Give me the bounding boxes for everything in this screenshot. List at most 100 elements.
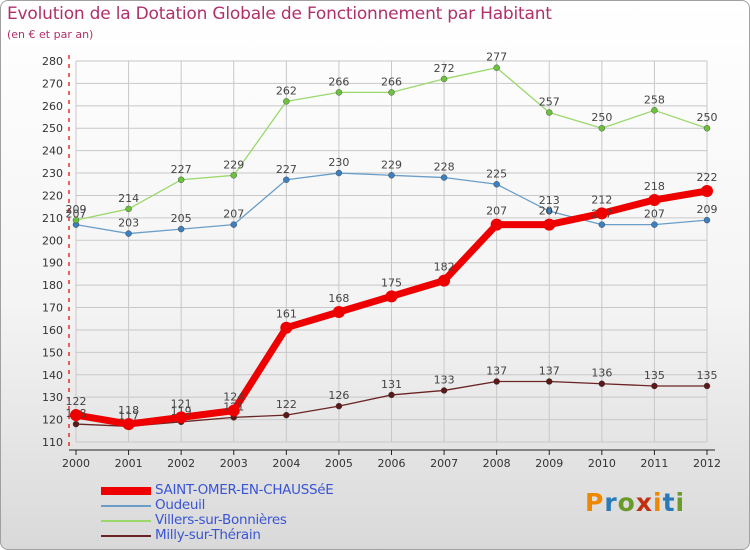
data-point [125, 230, 132, 237]
data-point [70, 409, 82, 422]
data-point [335, 402, 343, 410]
data-point [438, 274, 451, 287]
data-point [493, 181, 500, 188]
data-label: 262 [276, 84, 297, 97]
y-tick-label: 220 [42, 189, 63, 202]
data-label: 222 [697, 171, 718, 184]
data-label: 272 [434, 62, 455, 75]
data-point [703, 216, 711, 224]
x-tick-label: 2002 [167, 457, 195, 470]
data-label: 136 [591, 367, 612, 380]
y-tick-label: 120 [42, 414, 63, 427]
data-label: 277 [486, 51, 507, 64]
data-point [701, 184, 713, 197]
logo-letter: t [662, 488, 676, 517]
data-point [546, 109, 553, 116]
data-label: 250 [591, 111, 612, 124]
data-label: 230 [328, 156, 349, 169]
logo-letter: i [675, 488, 686, 517]
data-label: 131 [381, 378, 402, 391]
data-label: 207 [486, 205, 507, 218]
y-tick-label: 130 [42, 391, 63, 404]
data-point [493, 378, 500, 385]
data-point [546, 378, 553, 385]
data-label: 124 [223, 391, 244, 404]
logo-letter: o [617, 488, 636, 517]
data-point [283, 98, 290, 105]
chart-subtitle: (en € et par an) [7, 28, 94, 41]
x-tick-label: 2006 [378, 457, 406, 470]
data-label: 121 [171, 397, 192, 410]
data-label: 229 [381, 158, 402, 171]
data-label: 229 [223, 158, 244, 171]
data-point [598, 380, 606, 387]
y-tick-label: 250 [42, 122, 63, 135]
data-label: 214 [118, 192, 139, 205]
data-point [230, 221, 237, 228]
legend-label: Oudeuil [155, 497, 206, 513]
data-point [388, 89, 395, 96]
data-point [546, 207, 553, 215]
x-tick-label: 2011 [640, 457, 668, 470]
legend-label: Milly-sur-Thérain [155, 527, 261, 543]
data-point [598, 125, 606, 132]
x-tick-label: 2000 [62, 457, 90, 470]
data-point [440, 174, 448, 181]
data-point [72, 216, 80, 224]
data-point [72, 420, 80, 428]
data-point [332, 306, 345, 319]
data-label: 207 [223, 208, 244, 221]
data-label: 135 [697, 369, 718, 382]
y-tick-label: 180 [42, 279, 63, 292]
data-label: 122 [66, 395, 87, 408]
data-label: 205 [171, 212, 192, 225]
legend-swatch [101, 520, 151, 522]
data-label: 207 [644, 208, 665, 221]
data-point [595, 207, 608, 220]
y-tick-label: 210 [42, 212, 63, 225]
data-label: 266 [328, 75, 349, 88]
data-point [651, 382, 658, 390]
y-tick-label: 140 [42, 369, 63, 382]
data-point [280, 321, 293, 334]
data-label: 225 [486, 167, 507, 180]
y-tick-label: 170 [42, 302, 63, 315]
legend-swatch [101, 487, 151, 495]
y-tick-label: 280 [42, 55, 63, 68]
legend-swatch [101, 535, 151, 537]
data-label: 137 [486, 364, 507, 377]
data-label: 122 [276, 398, 297, 411]
y-tick-label: 230 [42, 167, 63, 180]
data-point [335, 89, 343, 96]
data-point [122, 418, 135, 431]
data-label: 126 [328, 389, 349, 402]
data-label: 227 [276, 163, 297, 176]
data-point [175, 411, 188, 424]
data-label: 207 [539, 205, 560, 218]
y-tick-label: 110 [42, 436, 63, 449]
data-point [543, 218, 556, 231]
data-point [440, 387, 448, 394]
data-point [177, 176, 185, 183]
x-tick-label: 2012 [693, 457, 721, 470]
data-label: 182 [434, 261, 455, 274]
data-point [335, 169, 343, 177]
data-label: 258 [644, 93, 665, 106]
data-label: 175 [381, 276, 402, 289]
data-label: 209 [66, 203, 87, 216]
data-point [598, 221, 606, 228]
legend-label: SAINT-OMER-EN-CHAUSSéE [155, 482, 334, 498]
data-point [125, 205, 132, 213]
x-tick-label: 2008 [483, 457, 511, 470]
data-point [227, 404, 240, 417]
data-label: 227 [171, 163, 192, 176]
y-tick-label: 200 [42, 234, 63, 247]
data-label: 257 [539, 96, 560, 109]
data-point [385, 290, 398, 303]
data-label: 117 [118, 409, 139, 422]
data-point [440, 75, 448, 83]
legend-swatch [101, 505, 151, 507]
data-label: 218 [644, 180, 665, 193]
data-label: 250 [697, 111, 718, 124]
